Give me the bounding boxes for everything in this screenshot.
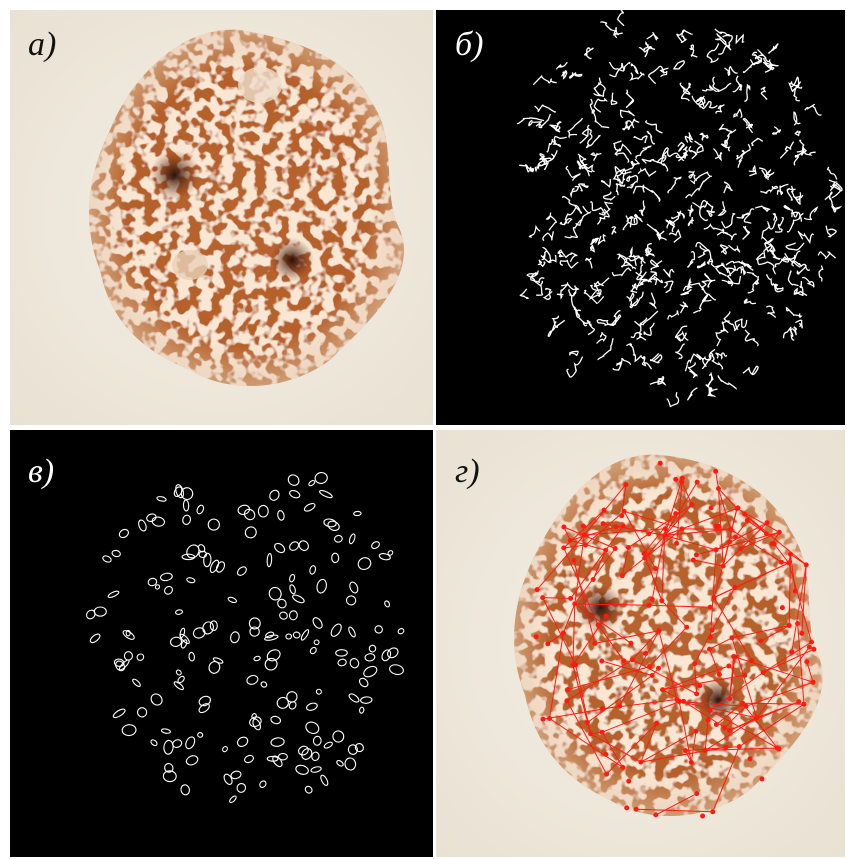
graph-node — [546, 642, 550, 646]
graph-node — [625, 806, 629, 810]
graph-node — [674, 477, 678, 481]
graph-node — [695, 792, 699, 796]
graph-node — [629, 641, 633, 645]
graph-node — [807, 645, 811, 649]
dark-spot — [150, 150, 200, 200]
graph-node — [760, 777, 764, 781]
graph-node — [717, 673, 721, 677]
graph-node — [622, 659, 626, 663]
graph-node — [693, 662, 697, 666]
graph-node — [591, 578, 595, 582]
graph-node — [663, 527, 667, 531]
graph-node — [714, 469, 718, 473]
graph-node — [741, 701, 745, 705]
graph-node — [789, 552, 793, 556]
graph-node — [680, 527, 684, 531]
graph-node — [639, 760, 643, 764]
graph-node — [581, 524, 585, 528]
graph-node — [759, 639, 763, 643]
graph-node — [779, 560, 783, 564]
graph-node — [675, 698, 679, 702]
graph-node — [541, 717, 545, 721]
graph-node — [562, 525, 566, 529]
hair-spot — [172, 250, 208, 280]
graph-node — [620, 574, 624, 578]
graph-node — [600, 659, 604, 663]
graph-node — [675, 541, 679, 545]
graph-node — [802, 702, 806, 706]
graph-node — [695, 480, 699, 484]
graph-node — [541, 596, 545, 600]
graph-node — [698, 684, 702, 688]
graph-node — [605, 772, 609, 776]
graph-node — [728, 697, 732, 701]
dark-spot — [270, 238, 314, 282]
graph-node — [761, 671, 765, 675]
graph-node — [691, 558, 695, 562]
graph-node — [777, 747, 781, 751]
graph-node — [708, 709, 712, 713]
graph-node — [796, 622, 800, 626]
graph-node — [750, 659, 754, 663]
graph-node — [648, 665, 652, 669]
graph-node — [565, 699, 569, 703]
page: а) б) в) г) (() => { const data = JSON.p… — [0, 0, 847, 859]
panel-label: г) — [455, 453, 480, 490]
graph-node — [777, 530, 781, 534]
graph-node — [811, 680, 815, 684]
graph-node — [805, 660, 809, 664]
graph-node — [695, 692, 699, 696]
graph-node — [690, 503, 694, 507]
graph-node — [744, 704, 748, 708]
graph-node — [622, 509, 626, 513]
graph-node — [810, 640, 814, 644]
graph-node — [657, 629, 661, 633]
graph-node — [654, 813, 658, 817]
graph-node — [748, 757, 752, 761]
graph-node — [534, 635, 538, 639]
graph-node — [727, 664, 731, 668]
graph-node — [732, 655, 736, 659]
graph-node — [604, 752, 608, 756]
graph-node — [708, 605, 712, 609]
graph-node — [797, 700, 801, 704]
hair-spot — [238, 67, 282, 103]
graph-node — [694, 553, 698, 557]
graph-node — [655, 721, 659, 725]
graph-node — [613, 547, 617, 551]
graph-node — [660, 599, 664, 603]
graph-node — [701, 814, 705, 818]
graph-node — [685, 625, 689, 629]
panel-label: а) — [28, 26, 56, 63]
panel-label: в) — [28, 453, 54, 490]
graph-node — [733, 535, 737, 539]
panel-d — [436, 430, 845, 857]
graph-node — [755, 716, 759, 720]
graph-node — [566, 688, 570, 692]
graph-node — [600, 730, 604, 734]
graph-node — [709, 506, 713, 510]
graph-node — [717, 524, 721, 528]
graph-node — [627, 779, 631, 783]
graph-node — [800, 631, 804, 635]
graph-node — [535, 588, 539, 592]
panel-label: б) — [455, 26, 483, 63]
figure: а) б) в) г) — [0, 0, 847, 859]
graph-node — [548, 717, 552, 721]
graph-node — [708, 647, 712, 651]
graph-node — [812, 647, 816, 651]
graph-node — [634, 807, 638, 811]
panel-a — [10, 10, 433, 425]
panel-c — [10, 430, 433, 857]
graph-node — [689, 760, 693, 764]
graph-node — [604, 614, 608, 618]
graph-node — [684, 749, 688, 753]
graph-node — [780, 606, 784, 610]
graph-node — [601, 522, 605, 526]
graph-node — [658, 461, 662, 465]
